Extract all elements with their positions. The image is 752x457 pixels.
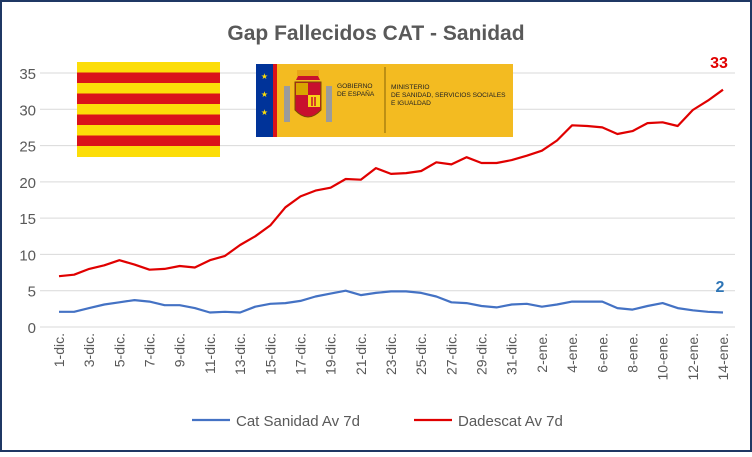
x-tick-label: 27-dic. [443,333,459,375]
x-tick-label: 3-dic. [81,333,97,367]
ministry-line1: MINISTERIO [391,84,429,91]
x-tick-label: 8-ene. [624,333,640,373]
x-tick-label: 1-dic. [51,333,67,367]
x-tick-label: 29-dic. [474,333,490,375]
chart-title: Gap Fallecidos CAT - Sanidad [227,22,524,45]
ministry-line3: E IGUALDAD [391,100,431,107]
legend-label-cat-sanidad: Cat Sanidad Av 7d [236,413,360,430]
y-tick-label: 35 [19,66,36,83]
end-label-dadescat: 33 [710,55,728,72]
x-tick-label: 23-dic. [383,333,399,375]
x-tick-label: 11-dic. [202,333,218,374]
x-tick-label: 13-dic. [232,333,248,375]
y-tick-label: 5 [28,284,36,301]
svg-text:★: ★ [261,108,268,117]
x-tick-label: 31-dic. [504,333,520,375]
legend-label-dadescat: Dadescat Av 7d [458,413,563,430]
x-tick-label: 21-dic. [353,333,369,375]
coat-of-arms-icon [284,70,332,122]
eu-stripe [256,64,273,137]
y-tick-label: 15 [19,211,36,228]
series-line-cat-sanidad [59,289,724,314]
y-tick-label: 10 [19,247,36,264]
x-tick-label: 2-ene. [534,333,550,373]
gobierno-line2: DE ESPAÑA [337,89,375,98]
y-tick-label: 30 [19,102,36,119]
x-tick-label: 25-dic. [413,333,429,375]
series-line-dadescat [58,88,724,278]
x-tick-label: 5-dic. [111,333,127,367]
y-tick-label: 25 [19,139,36,156]
x-tick-label: 6-ene. [594,333,610,373]
y-tick-label: 20 [19,175,36,192]
ministry-line2: DE SANIDAD, SERVICIOS SOCIALES [391,92,506,99]
x-tick-label: 19-dic. [323,333,339,375]
svg-text:★: ★ [261,72,268,81]
ministry-logo: ★ ★ ★ GOBIERNO DE ESPAÑA MINISTERIO DE S… [256,64,513,137]
catalan-flag-logo [77,62,220,157]
x-tick-label: 17-dic. [292,333,308,375]
gobierno-line1: GOBIERNO [337,83,373,90]
end-label-cat-sanidad: 2 [716,279,725,296]
x-tick-label: 9-dic. [172,333,188,367]
x-tick-label: 14-ene. [715,333,731,380]
svg-text:★: ★ [261,90,268,99]
x-axis-ticks: 1-dic. 3-dic. 5-dic. 7-dic. 9-dic. 11-dic. 13-… [51,333,731,380]
gridlines [40,72,735,328]
y-axis-ticks: 0 5 10 15 20 25 30 35 [19,66,36,337]
x-tick-label: 15-dic. [262,333,278,375]
x-tick-label: 12-ene. [685,333,701,380]
x-tick-label: 10-ene. [655,333,671,380]
legend: Cat Sanidad Av 7d Dadescat Av 7d [192,413,563,430]
series-lines [58,88,724,314]
y-tick-label: 0 [28,320,36,337]
x-tick-label: 7-dic. [142,333,158,367]
x-tick-label: 4-ene. [564,333,580,373]
